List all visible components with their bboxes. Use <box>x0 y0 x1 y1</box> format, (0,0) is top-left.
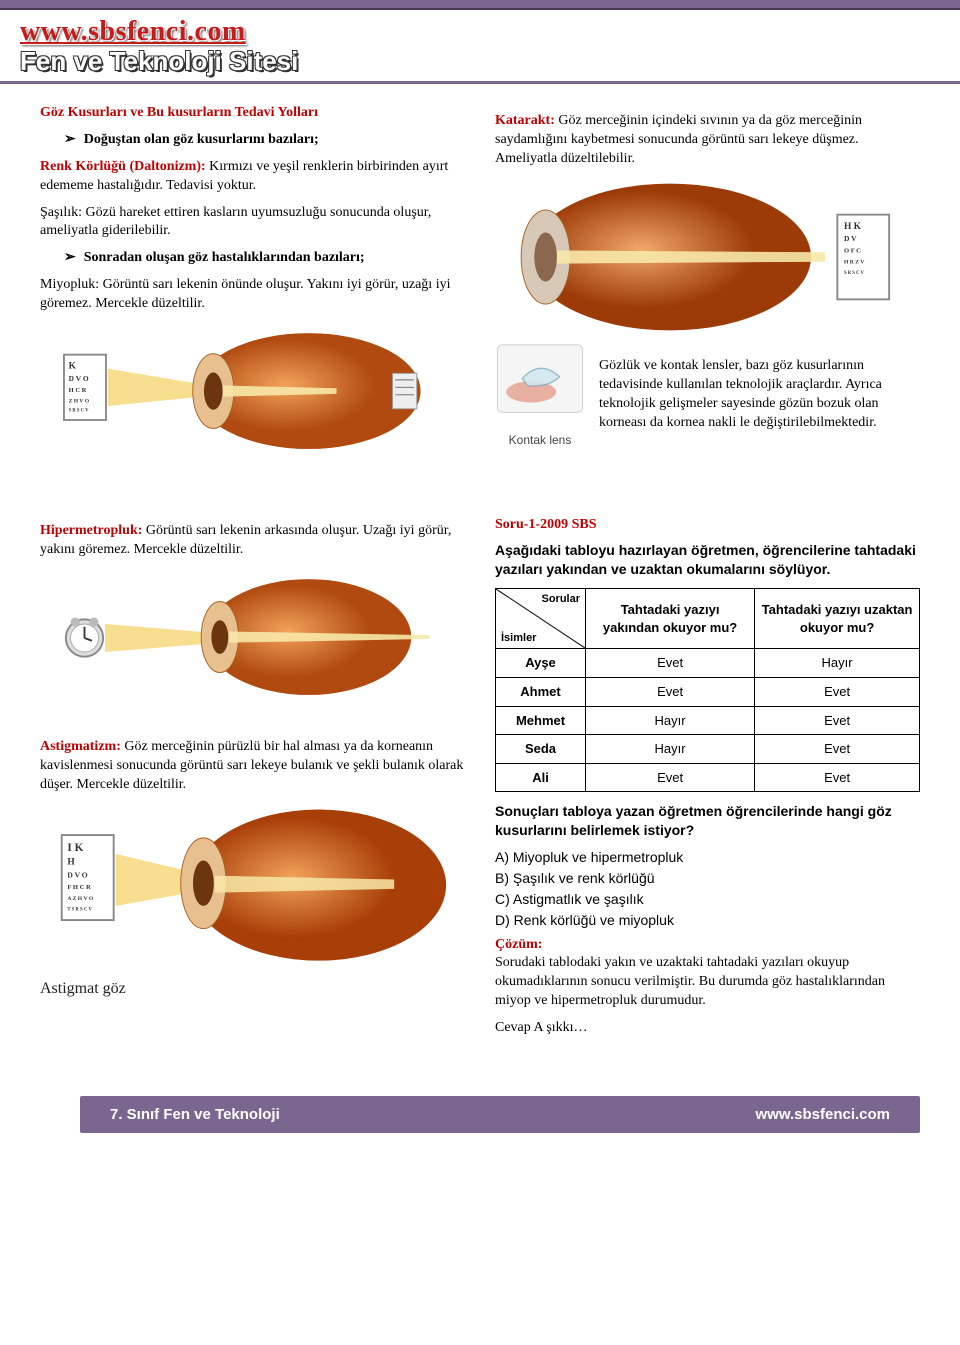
svg-text:O F C: O F C <box>844 247 861 254</box>
table-row: Ali Evet Evet <box>496 763 920 792</box>
lens-text: Gözlük ve kontak lensler, bazı göz kusur… <box>599 357 920 433</box>
svg-text:H: H <box>67 858 75 868</box>
katarakt-eye-icon: H K D V O F C H R Z V S R S C V <box>495 177 920 337</box>
bullet-innate: Doğuştan olan göz kusurlarını bazıları; <box>64 131 465 150</box>
svg-text:D V: D V <box>844 234 857 243</box>
row-c2: Hayır <box>755 649 920 678</box>
miyop-label: Miyopluk: <box>40 277 99 292</box>
astig-label: Astigmatizm: <box>40 739 121 754</box>
diag-bot: İsimler <box>501 631 536 646</box>
renk-label: Renk Körlüğü (Daltonizm): <box>40 159 206 174</box>
row-c2: Evet <box>755 677 920 706</box>
table-diag-header: Sorular İsimler <box>496 589 586 649</box>
row-c1: Evet <box>586 677 755 706</box>
svg-text:A Z H V O: A Z H V O <box>67 897 93 903</box>
option-b[interactable]: B) Şaşılık ve renk körlüğü <box>495 869 920 888</box>
top-stripe <box>0 0 960 10</box>
contact-lens-block: Kontak lens Gözlük ve kontak lensler, ba… <box>495 343 920 448</box>
solution-label: Çözüm: <box>495 937 542 952</box>
post-table-question: Sonuçları tabloya yazan öğretmen öğrenci… <box>495 802 920 840</box>
miyop-eye-icon: K D V O H C R Z H V O S R S C V <box>40 322 465 462</box>
table-row: Ahmet Evet Evet <box>496 677 920 706</box>
astigmat-caption: Astigmat göz <box>40 978 465 1000</box>
row-name: Ayşe <box>496 649 586 678</box>
question-title: Soru-1-2009 SBS <box>495 516 920 535</box>
sasilik-label: Şaşılık: <box>40 205 82 220</box>
row-c1: Evet <box>586 763 755 792</box>
diag-top: Sorular <box>541 592 580 607</box>
options-list: A) Miyopluk ve hipermetropluk B) Şaşılık… <box>495 848 920 930</box>
table-col1: Tahtadaki yazıyı yakından okuyor mu? <box>586 589 755 649</box>
bullet-acquired: Sonradan oluşan göz hastalıklarından baz… <box>64 249 465 268</box>
row-c2: Evet <box>755 706 920 735</box>
astigmat-diagram: I K H D V O F H C R A Z H V O T S R S C … <box>40 802 465 972</box>
right-column: Katarakt: Göz merceğinin içindeki sıvını… <box>495 104 920 1046</box>
renk-para: Renk Körlüğü (Daltonizm): Kırmızı ve yeş… <box>40 158 465 196</box>
table-row: Seda Hayır Evet <box>496 735 920 764</box>
svg-text:H K: H K <box>844 221 862 231</box>
svg-text:T S R S C V: T S R S C V <box>67 908 92 913</box>
main-title: Göz Kusurları ve Bu kusurların Tedavi Yo… <box>40 104 465 123</box>
svg-text:D V O: D V O <box>69 374 89 383</box>
hiper-para: Hipermetropluk: Görüntü sarı lekenin ark… <box>40 522 465 560</box>
contact-lens-figure: Kontak lens <box>495 343 585 448</box>
svg-text:Z H V O: Z H V O <box>69 398 90 404</box>
svg-text:H R Z V: H R Z V <box>844 259 864 265</box>
contact-lens-caption: Kontak lens <box>495 432 585 448</box>
bullet-innate-text: Doğuştan olan göz kusurlarını bazıları; <box>84 131 319 150</box>
question-text: Aşağıdaki tabloyu hazırlayan öğretmen, ö… <box>495 541 920 579</box>
hiper-diagram <box>40 568 465 708</box>
svg-text:D V O: D V O <box>67 871 87 880</box>
answer-text: Cevap A şıkkı… <box>495 1019 920 1038</box>
bullet-acquired-text: Sonradan oluşan göz hastalıklarından baz… <box>84 249 365 268</box>
option-d[interactable]: D) Renk körlüğü ve miyopluk <box>495 911 920 930</box>
page-content: Göz Kusurları ve Bu kusurların Tedavi Yo… <box>0 84 960 1056</box>
miyop-text: Görüntü sarı lekenin önünde oluşur. Yakı… <box>40 277 450 311</box>
svg-text:S R S C V: S R S C V <box>844 271 865 276</box>
site-header: www.sbsfenci.com Fen ve Teknoloji Sitesi <box>0 10 960 84</box>
miyop-diagram: K D V O H C R Z H V O S R S C V <box>40 322 465 462</box>
row-c2: Evet <box>755 735 920 764</box>
svg-text:H C R: H C R <box>69 387 87 394</box>
row-c1: Evet <box>586 649 755 678</box>
row-c1: Hayır <box>586 735 755 764</box>
solution-para: Çözüm: Sorudaki tablodaki yakın ve uzakt… <box>495 936 920 1012</box>
row-c1: Hayır <box>586 706 755 735</box>
option-c[interactable]: C) Astigmatlık ve şaşılık <box>495 890 920 909</box>
svg-text:K: K <box>69 362 77 372</box>
sasilik-para: Şaşılık: Gözü hareket ettiren kasların u… <box>40 204 465 242</box>
svg-text:I K: I K <box>67 843 83 855</box>
miyop-para: Miyopluk: Görüntü sarı lekenin önünde ol… <box>40 276 465 314</box>
table-col2: Tahtadaki yazıyı uzaktan okuyor mu? <box>755 589 920 649</box>
row-name: Mehmet <box>496 706 586 735</box>
hiper-label: Hipermetropluk: <box>40 523 142 538</box>
katarakt-label: Katarakt: <box>495 113 555 128</box>
astigmat-eye-icon: I K H D V O F H C R A Z H V O T S R S C … <box>40 802 465 972</box>
contact-lens-icon <box>495 343 585 423</box>
left-column: Göz Kusurları ve Bu kusurların Tedavi Yo… <box>40 104 465 1046</box>
table-row: Mehmet Hayır Evet <box>496 706 920 735</box>
header-url[interactable]: www.sbsfenci.com <box>20 16 940 48</box>
row-name: Seda <box>496 735 586 764</box>
row-name: Ali <box>496 763 586 792</box>
page-footer: 7. Sınıf Fen ve Teknoloji www.sbsfenci.c… <box>80 1096 920 1133</box>
footer-left: 7. Sınıf Fen ve Teknoloji <box>110 1106 280 1123</box>
table-row: Ayşe Evet Hayır <box>496 649 920 678</box>
hiper-eye-icon <box>40 568 465 708</box>
option-a[interactable]: A) Miyopluk ve hipermetropluk <box>495 848 920 867</box>
svg-text:S R S C V: S R S C V <box>69 409 89 414</box>
footer-right[interactable]: www.sbsfenci.com <box>756 1106 890 1123</box>
row-name: Ahmet <box>496 677 586 706</box>
sasilik-text: Gözü hareket ettiren kasların uyumsuzluğ… <box>40 205 431 239</box>
svg-text:F H C R: F H C R <box>67 884 91 891</box>
solution-text: Sorudaki tablodaki yakın ve uzaktaki tah… <box>495 955 885 1008</box>
astig-para: Astigmatizm: Göz merceğinin pürüzlü bir … <box>40 738 465 795</box>
header-subtitle: Fen ve Teknoloji Sitesi <box>20 46 940 77</box>
katarakt-diagram: H K D V O F C H R Z V S R S C V <box>495 177 920 337</box>
row-c2: Evet <box>755 763 920 792</box>
question-table: Sorular İsimler Tahtadaki yazıyı yakında… <box>495 588 920 792</box>
katarakt-para: Katarakt: Göz merceğinin içindeki sıvını… <box>495 112 920 169</box>
